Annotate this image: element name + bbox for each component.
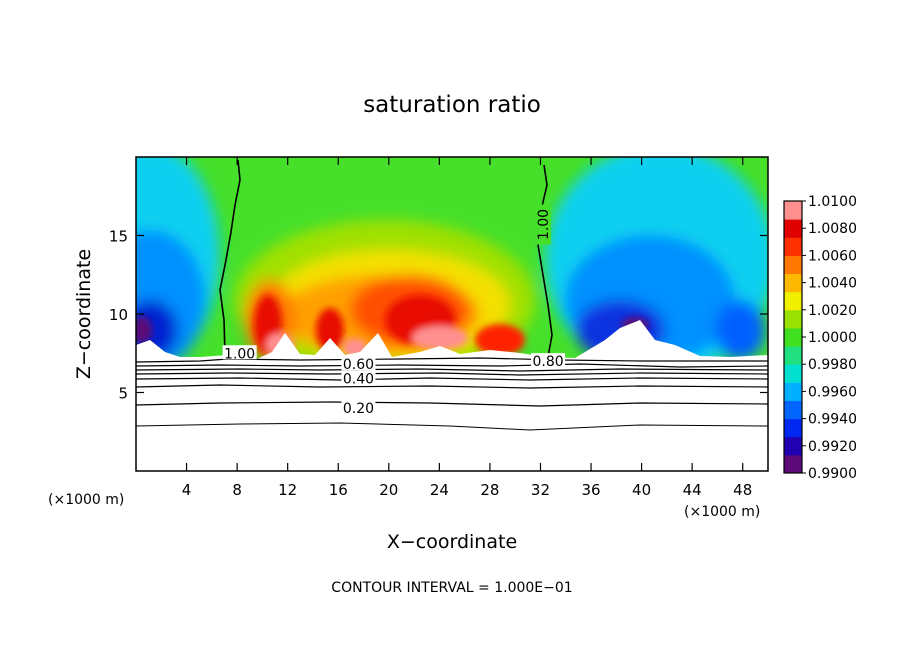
contour-line [136, 357, 768, 363]
colorbar-tick-label: 1.0060 [808, 248, 857, 264]
contour-label: 0.40 [343, 371, 374, 387]
contour-labels: 1.00 1.00 0.600.40 0.20 0.80 [222, 204, 566, 417]
contour-line [136, 377, 768, 381]
colorbar-swatch [784, 454, 802, 474]
contour-label-bg [341, 370, 376, 385]
colorbar-swatch [784, 346, 802, 365]
chart-title: saturation ratio [363, 92, 541, 118]
colorbar-swatch [784, 382, 802, 401]
contour-line [136, 363, 768, 368]
colorbar-swatch [784, 400, 802, 420]
colorbar-swatch [784, 273, 802, 293]
x-tick-label: 44 [683, 481, 702, 499]
contour-line [537, 164, 553, 358]
y-tick-label: 10 [109, 306, 128, 324]
x-tick-label: 40 [632, 481, 651, 499]
y-tick-label: 15 [109, 228, 128, 246]
x-tick-label: 48 [733, 481, 752, 499]
contour-label-bg [222, 345, 257, 360]
y-tick-label: 5 [118, 385, 128, 403]
colorbar-tick-label: 1.0100 [808, 194, 857, 210]
contour-line [136, 422, 768, 431]
colorbar-tick-label: 0.9980 [808, 357, 857, 373]
heatmap-field [136, 157, 768, 471]
contour-label: 0.80 [532, 354, 563, 370]
x-tick-label: 8 [232, 481, 242, 499]
colorbar-swatch [784, 309, 802, 329]
y-axis-ticks: 5 10 15 [109, 228, 768, 403]
colorbar-swatch [784, 327, 802, 347]
contour-label-bg [535, 204, 552, 245]
y-axis-label: Z−coordinate [73, 249, 95, 379]
colorbar-tick-label: 0.9940 [808, 412, 857, 428]
colorbar-swatch [784, 436, 802, 456]
x-tick-label: 4 [182, 481, 192, 499]
colorbar-tick-label: 0.9920 [808, 439, 857, 455]
x-tick-label: 32 [531, 481, 550, 499]
contour-label: 0.20 [343, 401, 374, 417]
x-axis-label: X−coordinate [387, 531, 517, 553]
colorbar-swatch [784, 237, 802, 256]
colorbar-tick-label: 0.9900 [808, 466, 857, 482]
colorbar-tick-label: 1.0080 [808, 221, 857, 237]
colorbar-swatch [784, 219, 802, 238]
colorbar-swatch [784, 201, 802, 220]
x-tick-label: 16 [329, 481, 348, 499]
contour-label-bg [531, 353, 566, 368]
colorbar-tick-label: 1.0040 [808, 276, 857, 292]
x-unit-left: (×1000 m) [48, 492, 124, 508]
contour-lines [136, 159, 768, 431]
contour-label: 1.00 [536, 209, 552, 240]
colorbar: 1.0100 1.0080 1.0060 1.0040 1.0020 1.0000 0.99… [783, 194, 857, 482]
x-unit-right: (×1000 m) [684, 504, 760, 520]
x-axis-ticks: 4 8 12 16 20 24 28 32 36 40 44 48 [182, 157, 752, 499]
contour-line [136, 401, 768, 407]
colorbar-swatch [784, 291, 802, 311]
contour-line [136, 372, 768, 376]
x-tick-label: 36 [581, 481, 600, 499]
contour-label: 1.00 [224, 346, 255, 362]
contour-line [136, 384, 768, 389]
x-tick-label: 28 [480, 481, 499, 499]
x-tick-label: 20 [379, 481, 398, 499]
colorbar-swatch [784, 418, 802, 438]
contour-label: 0.60 [343, 357, 374, 373]
colorbar-tick-label: 0.9960 [808, 384, 857, 400]
contour-line [136, 368, 768, 372]
contour-interval-note: CONTOUR INTERVAL = 1.000E−01 [331, 580, 572, 596]
colorbar-swatch [784, 364, 802, 383]
x-tick-label: 24 [430, 481, 449, 499]
contour-label-bg [341, 400, 376, 415]
contour-label-bg [341, 356, 376, 371]
colorbar-tick-label: 1.0020 [808, 303, 857, 319]
contour-line [219, 159, 241, 356]
colorbar-swatch [784, 255, 802, 275]
colorbar-tick-label: 1.0000 [808, 330, 857, 346]
x-tick-label: 12 [278, 481, 297, 499]
